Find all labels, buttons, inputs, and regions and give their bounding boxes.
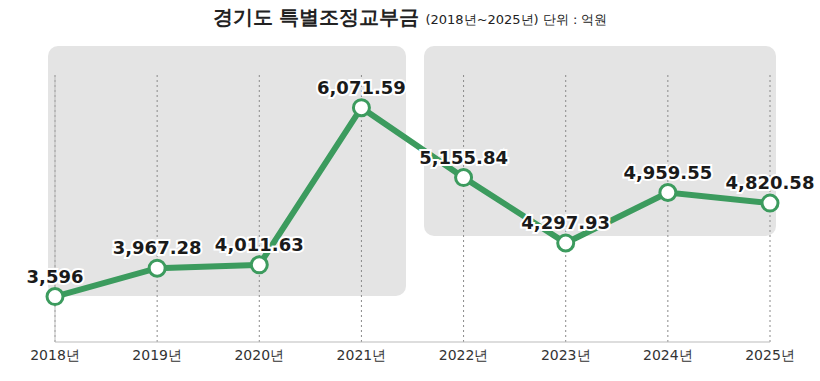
html-text:경기도 특별조정교부금 (2018년~2025년) 단위 :: 경기도 특별조정교부금 (2018년~2025년) 단위 : 억원 (212, 5, 608, 29)
svg-text:2019년: 2019년 (132, 347, 182, 363)
svg-text:2021년: 2021년 (337, 347, 387, 363)
svg-text:4,959.55: 4,959.55 (623, 162, 712, 183)
svg-text:3,967.28: 3,967.28 (113, 237, 202, 258)
svg-text:2022년: 2022년 (439, 347, 489, 363)
svg-text:2023년: 2023년 (541, 347, 591, 363)
svg-text:2024년: 2024년 (643, 347, 693, 363)
svg-text:3,596: 3,596 (27, 266, 84, 287)
svg-text:4,820.58: 4,820.58 (726, 172, 815, 193)
svg-text:2020년: 2020년 (234, 347, 284, 363)
svg-text:5,155.84: 5,155.84 (419, 147, 508, 168)
svg-text:4,011.63: 4,011.63 (215, 234, 304, 255)
svg-text:2018년: 2018년 (30, 347, 80, 363)
svg-text:6,071.59: 6,071.59 (317, 77, 406, 98)
svg-text:2025년: 2025년 (745, 347, 795, 363)
svg-text:4,297.93: 4,297.93 (521, 212, 610, 233)
